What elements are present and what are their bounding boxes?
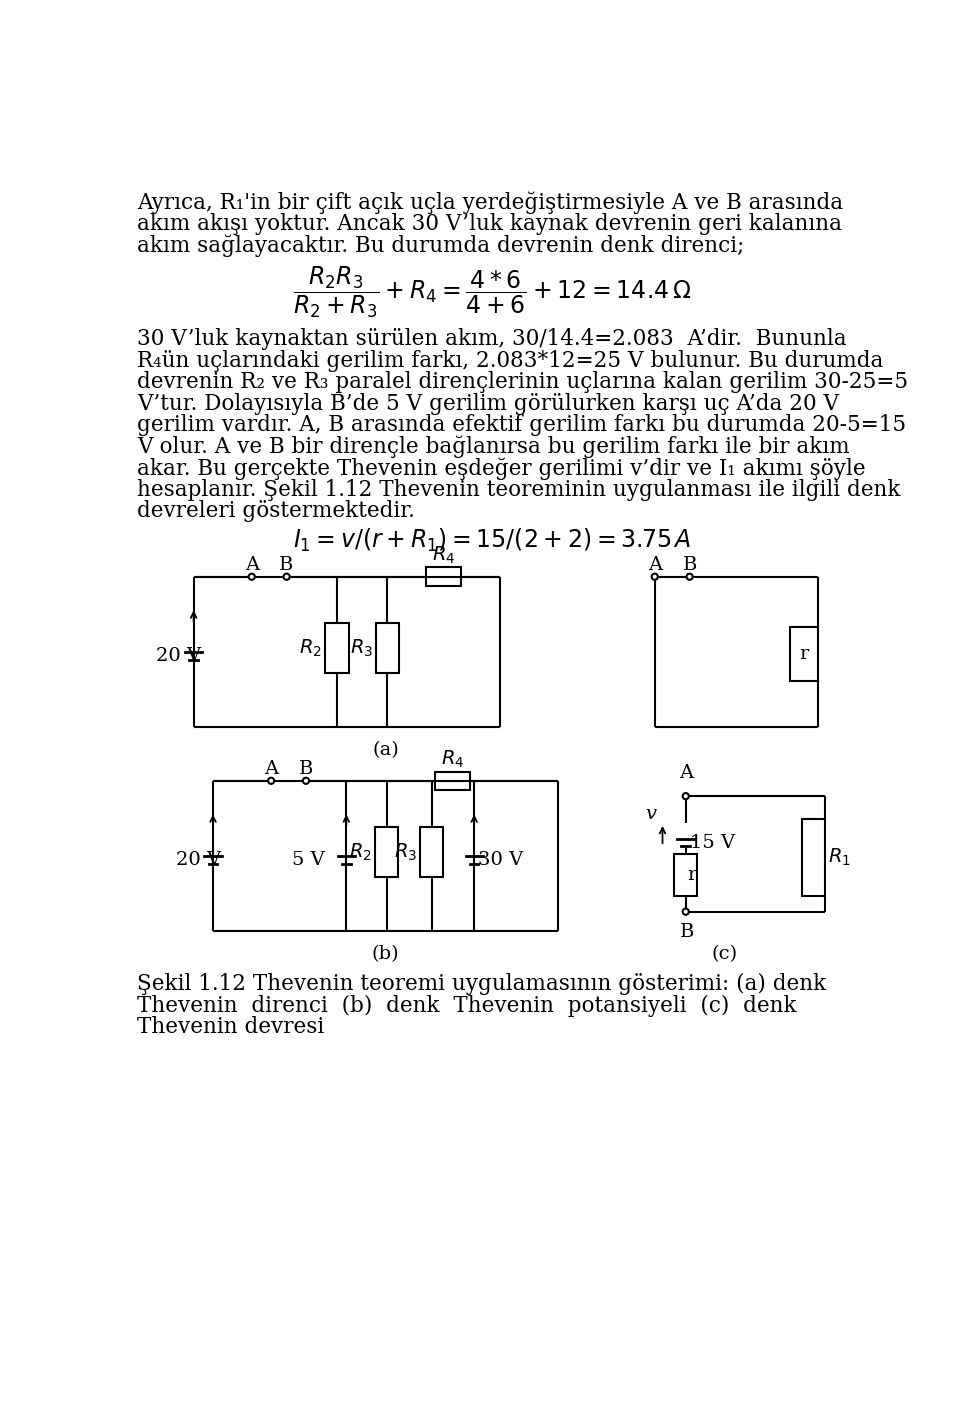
Text: akım sağlayacaktır. Bu durumda devrenin denk direnci;: akım sağlayacaktır. Bu durumda devrenin … <box>137 235 744 257</box>
Text: r: r <box>687 866 697 883</box>
Text: $R_1$: $R_1$ <box>828 847 851 868</box>
Circle shape <box>683 909 689 915</box>
Text: $R_3$: $R_3$ <box>394 841 417 862</box>
Bar <box>426 567 461 586</box>
Text: devreleri göstermektedir.: devreleri göstermektedir. <box>137 501 415 522</box>
Text: B: B <box>683 556 697 574</box>
Text: devrenin R₂ ve R₃ paralel dirençlerinin uçlarına kalan gerilim 30-25=5: devrenin R₂ ve R₃ paralel dirençlerinin … <box>137 372 908 393</box>
Text: v: v <box>645 805 657 822</box>
Circle shape <box>683 793 689 800</box>
Bar <box>375 623 399 674</box>
Text: (a): (a) <box>372 740 398 759</box>
Text: Ayrıca, R₁'in bir çift açık uçla yerdeğiştirmesiyle A ve B arasında: Ayrıca, R₁'in bir çift açık uçla yerdeği… <box>137 191 843 214</box>
Bar <box>375 827 398 876</box>
Text: Şekil 1.12 Thevenin teoremi uygulamasının gösterimi: (a) denk: Şekil 1.12 Thevenin teoremi uygulamasını… <box>137 973 827 995</box>
Text: 5 V: 5 V <box>292 851 324 869</box>
Text: 15 V: 15 V <box>689 834 734 852</box>
Bar <box>790 627 818 681</box>
Text: gerilim vardır. A, B arasında efektif gerilim farkı bu durumda 20-5=15: gerilim vardır. A, B arasında efektif ge… <box>137 414 906 437</box>
Bar <box>674 854 697 896</box>
Text: $I_1 = v/(r + R_1) = 15/(2 + 2) = 3.75\,A$: $I_1 = v/(r + R_1) = 15/(2 + 2) = 3.75\,… <box>293 527 691 554</box>
Text: $R_2$: $R_2$ <box>300 637 323 658</box>
Text: A: A <box>648 556 661 574</box>
Text: $R_4$: $R_4$ <box>432 545 455 566</box>
Text: B: B <box>279 556 294 574</box>
Bar <box>436 771 470 790</box>
Text: (c): (c) <box>711 944 737 963</box>
Text: $\dfrac{R_2 R_3}{R_2 + R_3} + R_4 = \dfrac{4 * 6}{4 + 6} + 12 = 14.4\,\Omega$: $\dfrac{R_2 R_3}{R_2 + R_3} + R_4 = \dfr… <box>293 264 691 319</box>
Text: akım akışı yoktur. Ancak 30 V’luk kaynak devrenin geri kalanına: akım akışı yoktur. Ancak 30 V’luk kaynak… <box>137 213 842 235</box>
Text: akar. Bu gerçekte Thevenin eşdeğer gerilimi v’dir ve I₁ akımı şöyle: akar. Bu gerçekte Thevenin eşdeğer geril… <box>137 458 866 479</box>
Text: A: A <box>245 556 259 574</box>
Circle shape <box>249 574 254 580</box>
Circle shape <box>303 777 309 784</box>
Bar <box>802 820 826 896</box>
Text: 30 V: 30 V <box>478 851 523 869</box>
Text: hesaplanır. Şekil 1.12 Thevenin teoreminin uygulanması ile ilgili denk: hesaplanır. Şekil 1.12 Thevenin teoremin… <box>137 479 900 501</box>
Text: 30 V’luk kaynaktan sürülen akım, 30/14.4=2.083  A’dir.  Bununla: 30 V’luk kaynaktan sürülen akım, 30/14.4… <box>137 328 847 350</box>
Circle shape <box>268 777 275 784</box>
Text: 20 V: 20 V <box>176 851 221 869</box>
Circle shape <box>652 574 658 580</box>
Text: $R_2$: $R_2$ <box>349 841 372 862</box>
Text: 20 V: 20 V <box>156 647 202 665</box>
Circle shape <box>686 574 693 580</box>
Bar <box>420 827 444 876</box>
Text: B: B <box>680 923 694 942</box>
Text: r: r <box>800 645 808 662</box>
Text: $R_3$: $R_3$ <box>349 637 372 658</box>
Text: R₄ün uçlarındaki gerilim farkı, 2.083*12=25 V bulunur. Bu durumda: R₄ün uçlarındaki gerilim farkı, 2.083*12… <box>137 350 883 372</box>
Bar <box>325 623 348 674</box>
Text: A: A <box>264 760 278 777</box>
Text: $R_4$: $R_4$ <box>442 749 465 770</box>
Text: V’tur. Dolayısıyla B’de 5 V gerilim görülurken karşı uç A’da 20 V: V’tur. Dolayısıyla B’de 5 V gerilim görü… <box>137 393 839 414</box>
Text: Thevenin devresi: Thevenin devresi <box>137 1017 324 1038</box>
Text: B: B <box>299 760 313 777</box>
Text: A: A <box>679 764 693 783</box>
Circle shape <box>283 574 290 580</box>
Text: Thevenin  direnci  (b)  denk  Thevenin  potansiyeli  (c)  denk: Thevenin direnci (b) denk Thevenin potan… <box>137 995 797 1017</box>
Text: (b): (b) <box>372 944 399 963</box>
Text: V olur. A ve B bir dirençle bağlanırsa bu gerilim farkı ile bir akım: V olur. A ve B bir dirençle bağlanırsa b… <box>137 435 850 458</box>
